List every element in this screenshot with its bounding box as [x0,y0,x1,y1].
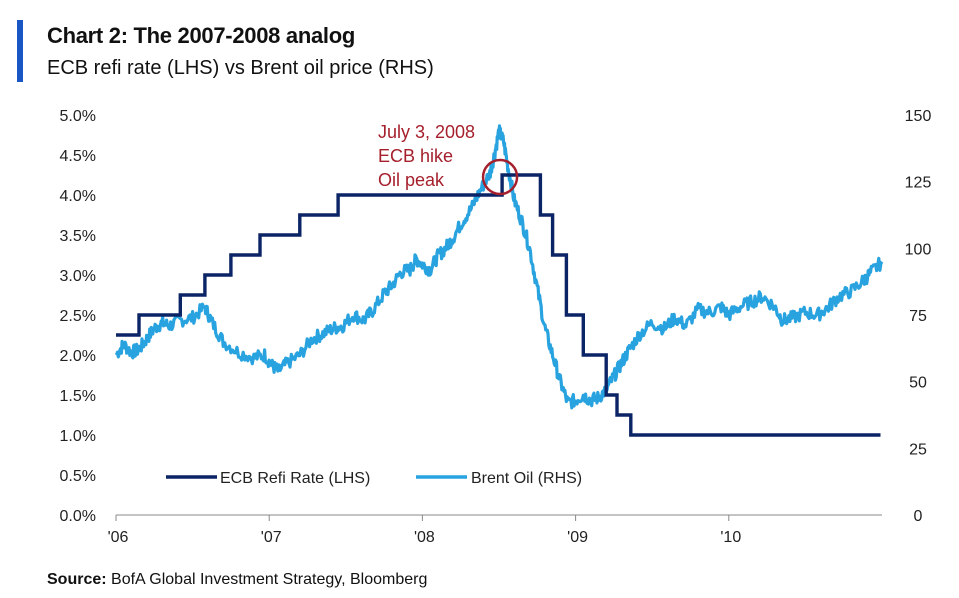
annotation-circle [481,158,519,196]
left-tick-label: 3.0% [60,268,96,285]
right-tick-label: 75 [909,308,927,325]
x-tick-label: '08 [414,529,435,546]
annotation-text: Oil peak [378,170,445,190]
source-text: BofA Global Investment Strategy, Bloombe… [111,571,428,588]
left-tick-label: 5.0% [60,108,96,125]
legend-ecb-label: ECB Refi Rate (LHS) [220,470,370,487]
left-tick-label: 2.5% [60,308,96,325]
right-tick-label: 150 [905,108,932,125]
chart-title: Chart 2: The 2007-2008 analog [47,23,355,48]
x-tick-label: '07 [261,529,282,546]
annotation-group: July 3, 2008 ECB hike Oil peak [378,122,519,196]
annotation-text: July 3, 2008 [378,122,475,142]
x-tick-label: '10 [720,529,741,546]
left-tick-label: 1.0% [60,428,96,445]
title-accent-bar [17,20,23,82]
right-tick-label: 125 [905,175,932,192]
left-tick-label: 3.5% [60,228,96,245]
left-axis-ticks: 0.0% 0.5% 1.0% 1.5% 2.0% 2.5% 3.0% 3.5% 4.0% 4.5%… [60,108,96,525]
right-tick-label: 100 [905,241,932,258]
chart-legend: ECB Refi Rate (LHS) Brent Oil (RHS) [166,470,582,487]
right-tick-label: 25 [909,441,927,458]
left-tick-label: 1.5% [60,388,96,405]
x-tick-label: '06 [108,529,129,546]
right-tick-label: 0 [914,508,923,525]
left-tick-label: 0.5% [60,468,96,485]
chart-subtitle: ECB refi rate (LHS) vs Brent oil price (… [47,57,434,79]
x-axis-ticks: '06 '07 '08 '09 '10 [108,515,741,546]
legend-brent-label: Brent Oil (RHS) [471,470,582,487]
source-note: Source: BofA Global Investment Strategy,… [47,571,427,589]
right-tick-label: 50 [909,375,927,392]
left-tick-label: 4.5% [60,148,96,165]
brent-oil-line [114,124,884,410]
left-tick-label: 0.0% [60,508,96,525]
x-tick-label: '09 [567,529,588,546]
ecb-refi-rate-line [116,173,881,437]
right-axis-ticks: 0 25 50 75 100 125 150 [905,108,932,525]
left-tick-label: 4.0% [60,188,96,205]
annotation-text: ECB hike [378,146,453,166]
source-label: Source: [47,571,107,588]
left-tick-label: 2.0% [60,348,96,365]
